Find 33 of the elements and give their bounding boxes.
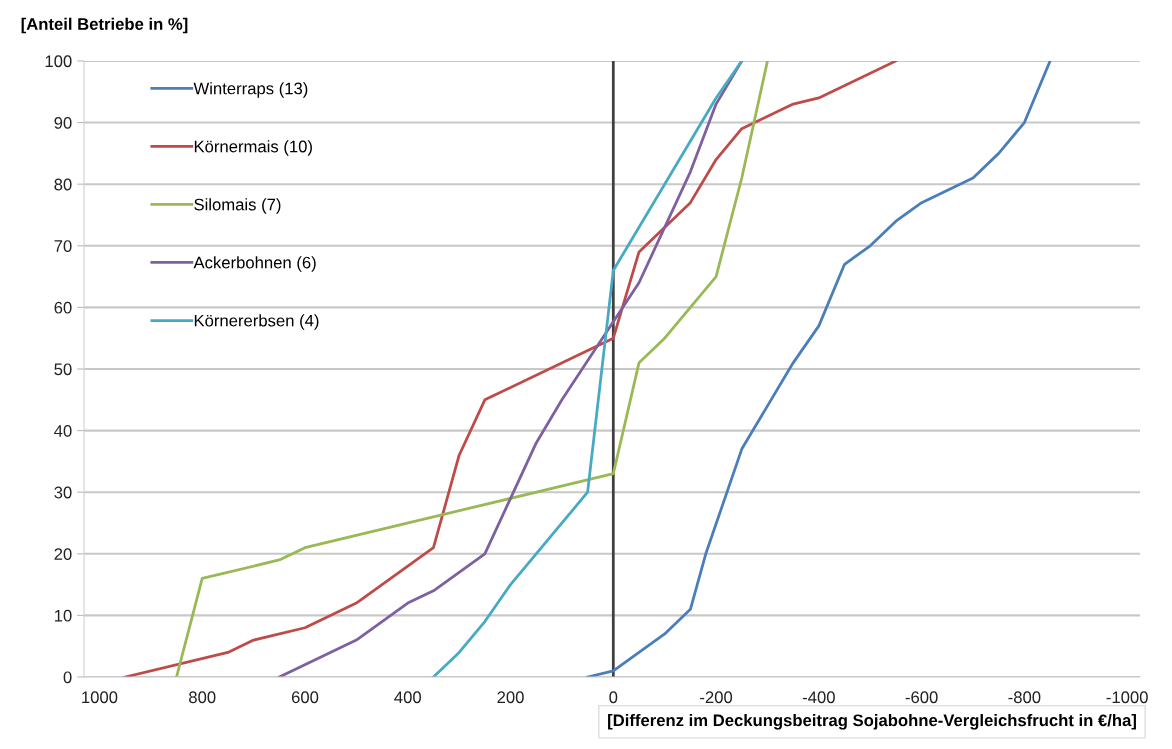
line-series bbox=[586, 60, 1052, 678]
y-axis-title: [Anteil Betriebe in %] bbox=[21, 17, 188, 34]
legend-label: Winterraps (13) bbox=[193, 82, 308, 98]
y-tick-label: 80 bbox=[54, 178, 72, 191]
x-tick-label: -800 bbox=[1008, 691, 1041, 704]
y-tick-label: 40 bbox=[54, 425, 72, 437]
line-series bbox=[432, 60, 744, 678]
x-tick-label: 800 bbox=[189, 691, 216, 704]
legend-label: Silomais (7) bbox=[194, 198, 281, 214]
y-tick-label: 70 bbox=[54, 240, 72, 252]
legend-label: Körnermais (10) bbox=[194, 140, 312, 156]
x-tick-label: 200 bbox=[497, 691, 524, 704]
x-tick-label: -400 bbox=[802, 691, 835, 704]
line-series bbox=[175, 60, 769, 678]
y-tick-label: 20 bbox=[54, 548, 72, 561]
y-tick-label: 50 bbox=[54, 363, 72, 376]
legend-label: Körnererbsen (4) bbox=[194, 314, 319, 330]
x-tick-label: 1000 bbox=[82, 691, 118, 704]
y-tick-label: 10 bbox=[54, 609, 72, 622]
y-tick-label: 30 bbox=[54, 486, 72, 499]
x-tick-label: -600 bbox=[905, 691, 938, 704]
x-axis-title: [Differenz im Deckungsbeitrag Sojabohne-Vergleichsfrucht in €/ha] bbox=[608, 713, 1136, 730]
x-tick-label: 600 bbox=[291, 691, 319, 704]
line-series bbox=[123, 60, 898, 678]
x-tick-label: 400 bbox=[394, 691, 422, 704]
y-tick-label: 60 bbox=[54, 301, 72, 314]
y-tick-label: 90 bbox=[54, 116, 72, 129]
y-tick-label: 100 bbox=[45, 55, 72, 68]
x-tick-label: -200 bbox=[700, 691, 733, 704]
y-tick-label: 0 bbox=[63, 671, 72, 684]
legend-label: Ackerbohnen (6) bbox=[193, 256, 316, 272]
x-tick-label: 0 bbox=[609, 691, 618, 704]
x-tick-label: -1000 bbox=[1106, 691, 1148, 704]
